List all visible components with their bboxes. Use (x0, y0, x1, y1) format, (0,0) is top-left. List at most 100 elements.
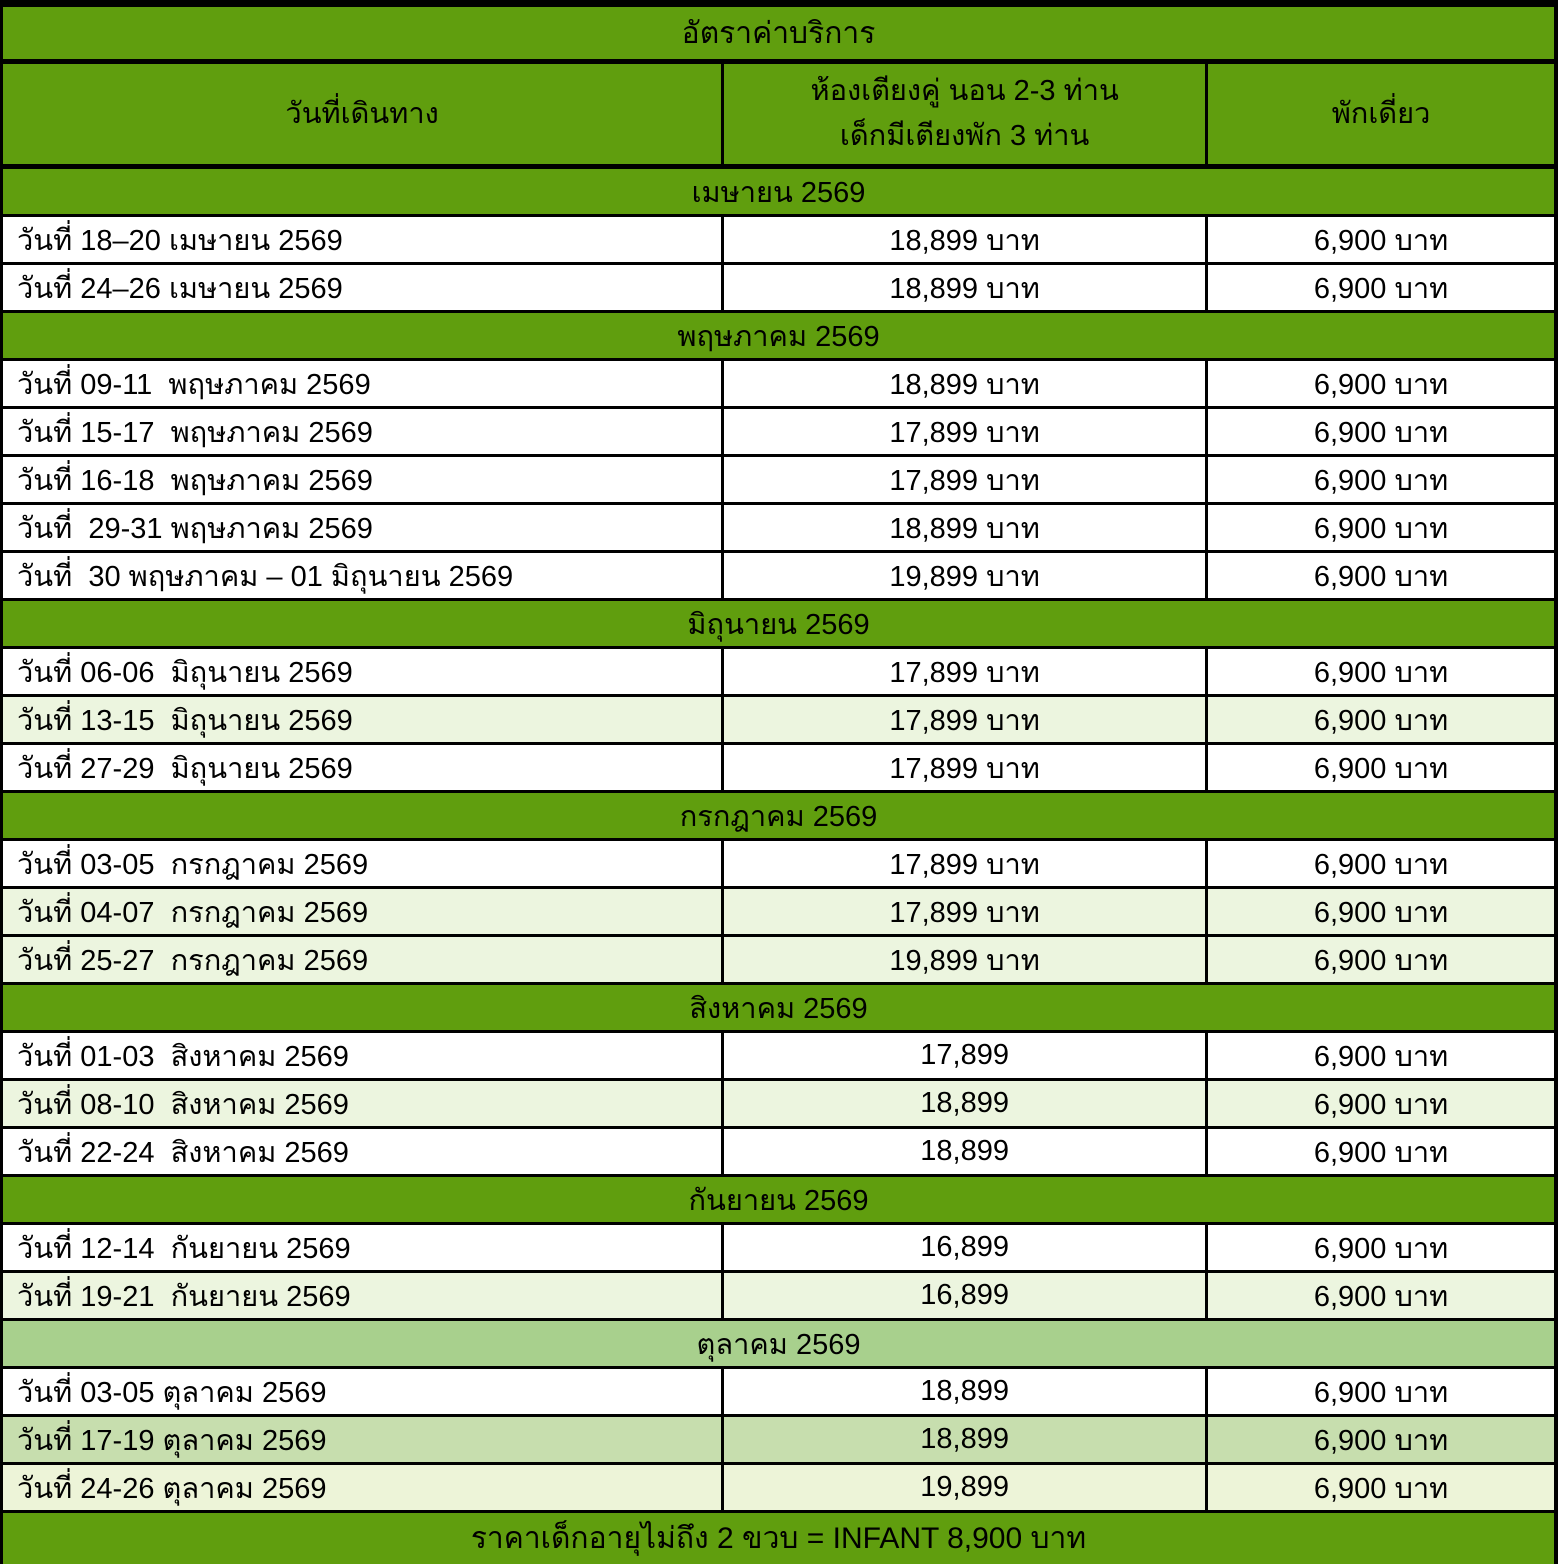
single-price-cell: 6,900 บาท (1313, 944, 1449, 977)
date-cell: วันที่ 01-03 สิงหาคม 2569 (3, 1033, 725, 1078)
date-cell: วันที่ 16-18 พฤษภาคม 2569 (3, 457, 725, 502)
single-price-cell: 6,900 บาท (1313, 512, 1449, 545)
month-section-header: กันยายน 2569 (3, 1177, 1554, 1225)
single-price-cell: 6,900 บาท (1313, 224, 1449, 257)
month-section-header: สิงหาคม 2569 (3, 985, 1554, 1033)
table-body: เมษายน 2569 วันที่ 18–20 เมษายน 2569 18,89… (3, 169, 1554, 1513)
table-row: วันที่ 12-14 กันยายน 2569 16,899 6,900 บาท (3, 1225, 1554, 1273)
month-section-header: มิถุนายน 2569 (3, 601, 1554, 649)
table-row: วันที่ 19-21 กันยายน 2569 16,899 6,900 บาท (3, 1273, 1554, 1321)
single-price-cell: 6,900 บาท (1313, 416, 1449, 449)
single-price-cell: 6,900 บาท (1313, 1136, 1449, 1169)
table-row: วันที่ 13-15 มิถุนายน 2569 17,899 บาท 6,90… (3, 697, 1554, 745)
month-section-header: พฤษภาคม 2569 (3, 313, 1554, 361)
table-row: วันที่ 17-19 ตุลาคม 2569 18,899 6,900 บาท (3, 1417, 1554, 1465)
column-header-room-line1: ห้องเตียงคู่ นอน 2-3 ท่าน (810, 75, 1119, 108)
infant-price-note: ราคาเด็กอายุไม่ถึง 2 ขวบ = INFANT 8,900 … (3, 1513, 1554, 1564)
price-cell: 18,899 บาท (724, 361, 1209, 406)
month-section-header: ตุลาคม 2569 (3, 1321, 1554, 1369)
table-row: วันที่ 29-31 พฤษภาคม 2569 18,899 บาท 6,900… (3, 505, 1554, 553)
price-cell: 17,899 บาท (724, 889, 1209, 934)
price-cell: 16,899 (724, 1273, 1209, 1318)
date-cell: วันที่ 08-10 สิงหาคม 2569 (3, 1081, 725, 1126)
column-header-single: พักเดี่ยว (1331, 97, 1431, 130)
price-cell: 16,899 (724, 1225, 1209, 1270)
price-cell: 17,899 บาท (724, 409, 1209, 454)
price-cell: 17,899 บาท (724, 841, 1209, 886)
date-cell: วันที่ 13-15 มิถุนายน 2569 (3, 697, 725, 742)
date-cell: วันที่ 03-05 กรกฎาคม 2569 (3, 841, 725, 886)
price-cell: 19,899 บาท (724, 937, 1209, 982)
single-price-cell: 6,900 บาท (1313, 896, 1449, 929)
date-cell: วันที่ 25-27 กรกฎาคม 2569 (3, 937, 725, 982)
price-cell: 17,899 (724, 1033, 1209, 1078)
table-row: วันที่ 04-07 กรกฎาคม 2569 17,899 บาท 6,900… (3, 889, 1554, 937)
column-header-date: วันที่เดินทาง (3, 64, 725, 164)
table-row: วันที่ 18–20 เมษายน 2569 18,899 บาท 6,900 … (3, 217, 1554, 265)
table-title: อัตราค่าบริการ (3, 7, 1554, 64)
single-price-cell: 6,900 บาท (1313, 1280, 1449, 1313)
table-row: วันที่ 01-03 สิงหาคม 2569 17,899 6,900 บาท (3, 1033, 1554, 1081)
price-cell: 17,899 บาท (724, 457, 1209, 502)
date-cell: วันที่ 03-05 ตุลาคม 2569 (3, 1369, 725, 1414)
single-price-cell: 6,900 บาท (1313, 1424, 1449, 1457)
single-price-cell: 6,900 บาท (1313, 272, 1449, 305)
single-price-cell: 6,900 บาท (1313, 1232, 1449, 1265)
single-price-cell: 6,900 บาท (1313, 704, 1449, 737)
table-row: วันที่ 30 พฤษภาคม – 01 มิถุนายน 2569 19,8… (3, 553, 1554, 601)
single-price-cell: 6,900 บาท (1313, 1376, 1449, 1409)
date-cell: วันที่ 24-26 ตุลาคม 2569 (3, 1465, 725, 1510)
date-cell: วันที่ 09-11 พฤษภาคม 2569 (3, 361, 725, 406)
price-cell: 18,899 บาท (724, 505, 1209, 550)
table-row: วันที่ 22-24 สิงหาคม 2569 18,899 6,900 บาท (3, 1129, 1554, 1177)
single-price-cell: 6,900 บาท (1313, 1088, 1449, 1121)
month-section-header: กรกฎาคม 2569 (3, 793, 1554, 841)
date-cell: วันที่ 29-31 พฤษภาคม 2569 (3, 505, 725, 550)
table-row: วันที่ 08-10 สิงหาคม 2569 18,899 6,900 บาท (3, 1081, 1554, 1129)
price-cell: 19,899 บาท (724, 553, 1209, 598)
single-price-cell: 6,900 บาท (1313, 752, 1449, 785)
date-cell: วันที่ 19-21 กันยายน 2569 (3, 1273, 725, 1318)
table-row: วันที่ 15-17 พฤษภาคม 2569 17,899 บาท 6,900… (3, 409, 1554, 457)
table-row: วันที่ 16-18 พฤษภาคม 2569 17,899 บาท 6,900… (3, 457, 1554, 505)
date-cell: วันที่ 06-06 มิถุนายน 2569 (3, 649, 725, 694)
single-price-cell: 6,900 บาท (1313, 848, 1449, 881)
price-cell: 18,899 (724, 1081, 1209, 1126)
single-price-cell: 6,900 บาท (1313, 560, 1449, 593)
table-row: วันที่ 25-27 กรกฎาคม 2569 19,899 บาท 6,900… (3, 937, 1554, 985)
table-row: วันที่ 06-06 มิถุนายน 2569 17,899 บาท 6,90… (3, 649, 1554, 697)
month-section-header: เมษายน 2569 (3, 169, 1554, 217)
date-cell: วันที่ 27-29 มิถุนายน 2569 (3, 745, 725, 790)
price-cell: 19,899 (724, 1465, 1209, 1510)
date-cell: วันที่ 12-14 กันยายน 2569 (3, 1225, 725, 1270)
price-cell: 18,899 (724, 1129, 1209, 1174)
date-cell: วันที่ 30 พฤษภาคม – 01 มิถุนายน 2569 (3, 553, 725, 598)
column-header-room-line2: เด็กมีเตียงพัก 3 ท่าน (839, 120, 1090, 152)
price-cell: 18,899 (724, 1417, 1209, 1462)
table-row: วันที่ 03-05 กรกฎาคม 2569 17,899 บาท 6,900… (3, 841, 1554, 889)
single-price-cell: 6,900 บาท (1313, 1040, 1449, 1073)
price-cell: 18,899 บาท (724, 217, 1209, 262)
date-cell: วันที่ 22-24 สิงหาคม 2569 (3, 1129, 725, 1174)
date-cell: วันที่ 24–26 เมษายน 2569 (3, 265, 725, 310)
price-cell: 18,899 บาท (724, 265, 1209, 310)
single-price-cell: 6,900 บาท (1313, 464, 1449, 497)
date-cell: วันที่ 18–20 เมษายน 2569 (3, 217, 725, 262)
table-row: วันที่ 24–26 เมษายน 2569 18,899 บาท 6,900 … (3, 265, 1554, 313)
table-row: วันที่ 09-11 พฤษภาคม 2569 18,899 บาท 6,900… (3, 361, 1554, 409)
date-cell: วันที่ 15-17 พฤษภาคม 2569 (3, 409, 725, 454)
date-cell: วันที่ 17-19 ตุลาคม 2569 (3, 1417, 725, 1462)
table-row: วันที่ 03-05 ตุลาคม 2569 18,899 6,900 บาท (3, 1369, 1554, 1417)
single-price-cell: 6,900 บาท (1313, 1472, 1449, 1505)
table-row: วันที่ 24-26 ตุลาคม 2569 19,899 6,900 บาท (3, 1465, 1554, 1513)
column-header-room: ห้องเตียงคู่ นอน 2-3 ท่าน เด็กมีเตียงพัก… (724, 64, 1209, 164)
date-cell: วันที่ 04-07 กรกฎาคม 2569 (3, 889, 725, 934)
single-price-cell: 6,900 บาท (1313, 368, 1449, 401)
table-header-row: วันที่เดินทาง ห้องเตียงคู่ นอน 2-3 ท่าน … (3, 64, 1554, 169)
price-cell: 17,899 บาท (724, 745, 1209, 790)
table-row: วันที่ 27-29 มิถุนายน 2569 17,899 บาท 6,90… (3, 745, 1554, 793)
price-cell: 18,899 (724, 1369, 1209, 1414)
single-price-cell: 6,900 บาท (1313, 656, 1449, 689)
price-cell: 17,899 บาท (724, 697, 1209, 742)
